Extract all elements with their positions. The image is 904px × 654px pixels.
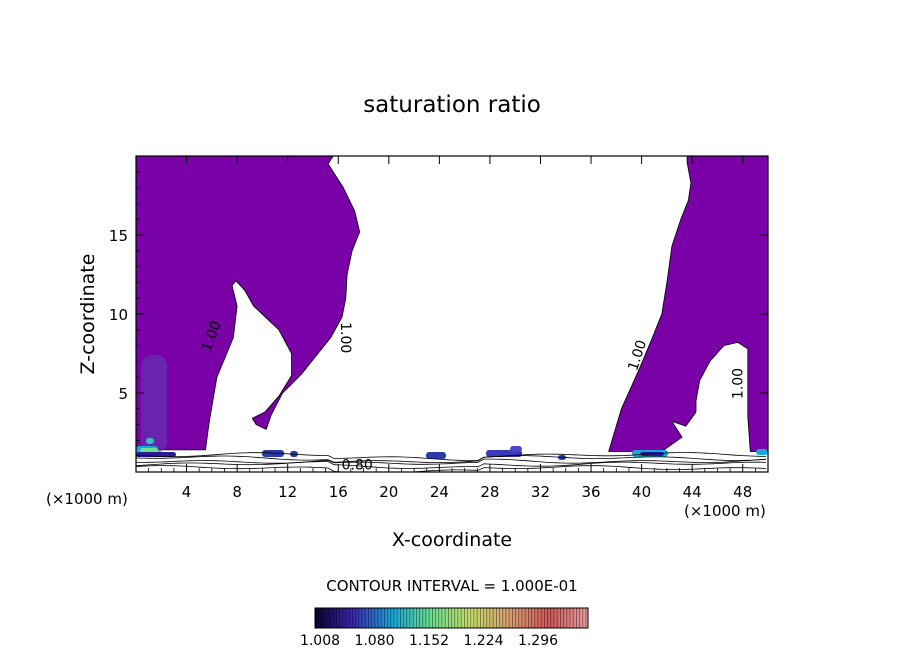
colorbar-lines [315,608,588,628]
colorbar-tick-labels: 1.008 1.080 1.152 1.224 1.296 [300,633,558,649]
blob [262,450,284,457]
x-axis-ticks: 4 8 12 16 20 24 28 32 36 40 44 48 [148,156,756,501]
colorbar-tick-label: 1.008 [300,633,340,649]
contour-label: 0.80 [342,458,373,474]
contour-label: 1.00 [337,322,353,353]
x-tick-label: 48 [733,483,752,501]
x-axis-label: X-coordinate [392,529,512,551]
colorbar-tick-label: 1.296 [518,633,558,649]
colorbar-tick-label: 1.080 [354,633,394,649]
x-tick-label: 4 [182,483,192,501]
near-surface-blobs [136,355,768,460]
y-tick-label: 10 [109,306,128,324]
x-tick-label: 12 [278,483,297,501]
x-axis-unit-right: (×1000 m) [684,502,766,520]
contour-label: 1.00 [731,368,747,399]
x-tick-label: 36 [581,483,600,501]
colorbar-title: CONTOUR INTERVAL = 1.000E-01 [326,577,577,595]
surface-line [136,455,767,463]
region-left [136,156,361,451]
plot-area [136,156,768,472]
blob [756,449,768,455]
left-column-shade [141,355,167,453]
y-tick-label: 5 [118,385,128,403]
surface-line [136,452,766,461]
surface-line [136,461,767,469]
colorbar-tick-label: 1.152 [409,633,449,649]
x-axis-unit-left: (×1000 m) [46,490,128,508]
colorbar-tick-label: 1.224 [463,633,503,649]
surface-line [136,465,767,472]
region-right [608,156,768,452]
x-tick-label: 20 [379,483,398,501]
y-axis-label: Z-coordinate [77,254,99,375]
blob [510,446,522,452]
y-tick-label: 15 [109,227,128,245]
x-tick-label: 32 [531,483,550,501]
surface-line [136,458,767,465]
blob [426,452,446,459]
x-tick-label: 24 [430,483,449,501]
x-tick-label: 44 [683,483,702,501]
contour-regions [136,156,768,452]
blob [146,438,154,444]
x-tick-label: 28 [480,483,499,501]
chart-title: saturation ratio [363,92,541,118]
x-tick-label: 16 [329,483,348,501]
y-axis-ticks: 5 10 15 [109,171,768,457]
contour-labels: 1.00 1.001.001.000.80 [199,319,747,474]
surface-contour-lines [136,452,767,472]
x-tick-label: 8 [232,483,242,501]
blob [140,448,158,453]
x-tick-label: 40 [632,483,651,501]
